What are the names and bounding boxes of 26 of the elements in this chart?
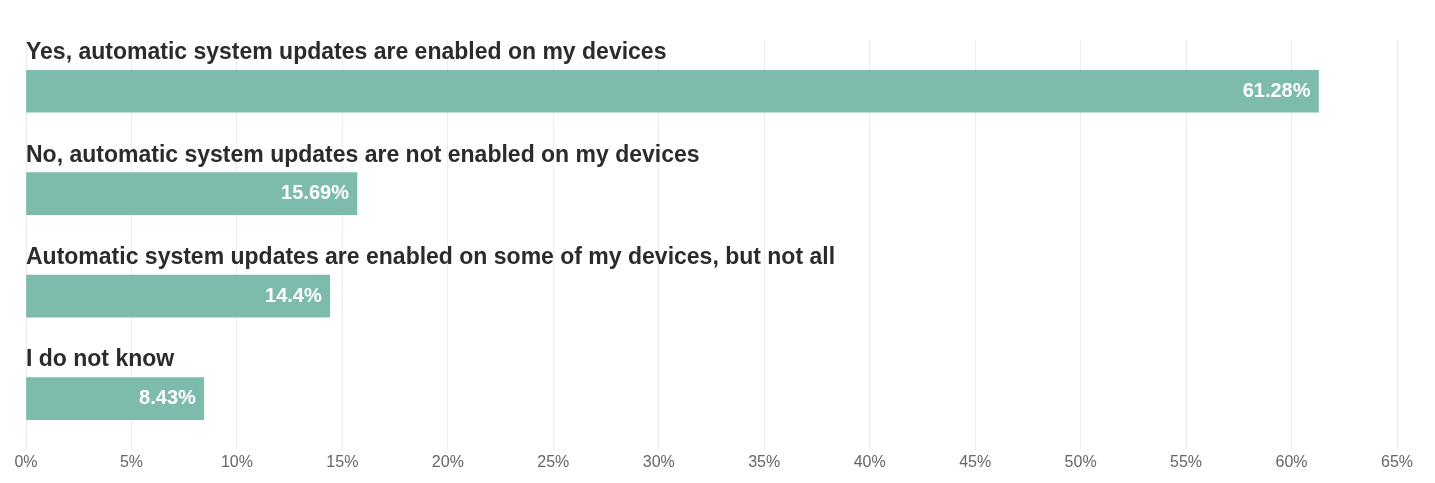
x-tick-label: 15% xyxy=(326,452,359,470)
data-label: 14.4% xyxy=(265,283,322,306)
x-tick-label: 40% xyxy=(853,452,886,470)
bar xyxy=(26,172,358,216)
data-label: 8.43% xyxy=(139,386,197,409)
bar xyxy=(26,274,331,318)
x-tick-label: 45% xyxy=(959,452,992,470)
bar xyxy=(26,377,205,420)
x-tick-label: 10% xyxy=(220,452,253,470)
y-tick-label: No, automatic system updates are not enabled on my devices xyxy=(26,140,700,167)
x-tick-label: 30% xyxy=(642,452,675,470)
x-tick-label: 35% xyxy=(748,452,781,470)
x-tick-label: 60% xyxy=(1275,452,1308,470)
x-tick-label: 50% xyxy=(1064,452,1097,470)
x-tick-label: 55% xyxy=(1170,452,1203,470)
x-tick-label: 65% xyxy=(1380,452,1414,470)
y-tick-label: Automatic system updates are enabled on some of my devices, but not all xyxy=(26,242,836,269)
data-label: 15.69% xyxy=(281,181,350,204)
y-tick-label: I do not know xyxy=(26,345,175,372)
y-tick-label: Yes, automatic system updates are enabled on my devices xyxy=(26,38,667,65)
x-tick-label: 5% xyxy=(119,452,144,470)
bar xyxy=(26,69,1319,113)
x-tick-label: 20% xyxy=(431,452,464,470)
x-tick-label: 25% xyxy=(537,452,570,470)
x-tick-label: 0% xyxy=(14,452,38,470)
data-label: 61.28% xyxy=(1242,78,1311,101)
